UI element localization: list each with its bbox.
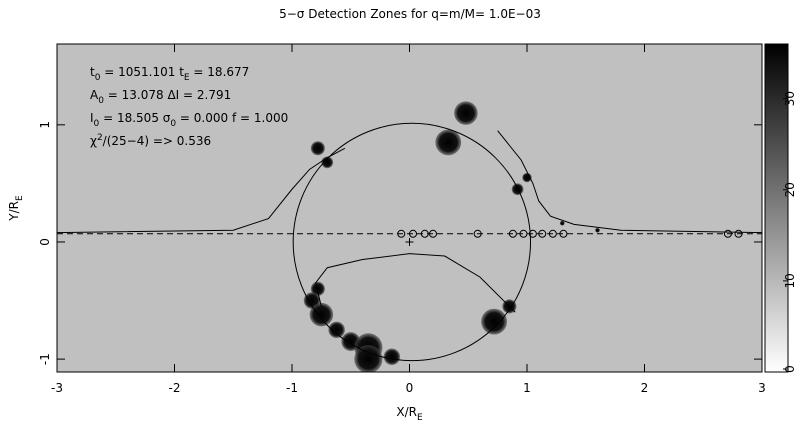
data-point bbox=[559, 229, 568, 238]
y-axis-label-text: Y/R bbox=[7, 201, 21, 222]
x-axis-label: X/RE bbox=[396, 405, 423, 423]
annotation-sub: 0 bbox=[94, 119, 100, 129]
x-tick-label: -3 bbox=[51, 381, 63, 395]
annotation: χ2/(25−4) => 0.536 bbox=[90, 133, 211, 148]
x-axis-label-sub: E bbox=[417, 413, 423, 423]
annotation: I0 = 18.505 σ0 = 0.000 f = 1.000 bbox=[90, 111, 288, 129]
colorbar bbox=[764, 43, 789, 373]
annotation-sub: 0 bbox=[98, 96, 104, 106]
data-point bbox=[429, 229, 437, 238]
detection-zone bbox=[522, 172, 532, 183]
annotation-text: I bbox=[90, 111, 94, 125]
image-track bbox=[314, 253, 516, 313]
x-tick-label: -2 bbox=[169, 381, 181, 395]
x-tick-label: -1 bbox=[286, 381, 298, 395]
detection-zone bbox=[328, 321, 345, 339]
data-point bbox=[548, 229, 557, 238]
annotation-text: = 13.078 ΔI = 2.791 bbox=[104, 88, 231, 102]
einstein-ring bbox=[292, 122, 532, 362]
y-axis-label-sub: E bbox=[15, 195, 25, 201]
annotation-text: = 1051.101 t bbox=[100, 65, 184, 79]
annotation-text: = 18.505 σ bbox=[99, 111, 170, 125]
data-point bbox=[519, 229, 528, 238]
annotation-text: χ bbox=[90, 134, 97, 148]
annotation-text: = 0.000 f = 1.000 bbox=[176, 111, 288, 125]
annotation-sub: 0 bbox=[95, 73, 101, 83]
data-point bbox=[508, 229, 517, 238]
colorbar-tick-label: 20 bbox=[783, 182, 797, 197]
data-point bbox=[397, 229, 406, 238]
detection-zone bbox=[559, 220, 565, 226]
data-point bbox=[420, 229, 429, 238]
detection-zone bbox=[595, 227, 600, 233]
detection-zone bbox=[435, 129, 462, 156]
annotation-text: /(25−4) => 0.536 bbox=[103, 134, 211, 148]
detection-zone bbox=[310, 281, 325, 296]
chart-title: 5−σ Detection Zones for q=m/M= 1.0E−03 bbox=[279, 7, 541, 21]
x-tick-label: 2 bbox=[641, 381, 649, 395]
plot-background bbox=[57, 44, 762, 372]
lens-marker bbox=[405, 237, 414, 246]
colorbar-tick-label: 30 bbox=[783, 91, 797, 106]
x-tick-label: 3 bbox=[758, 381, 766, 395]
annotation: A0 = 13.078 ΔI = 2.791 bbox=[90, 88, 231, 106]
detection-zone bbox=[454, 101, 478, 125]
annotation-text: t bbox=[90, 65, 95, 79]
x-axis-label-text: X/R bbox=[396, 405, 417, 419]
detection-zone bbox=[309, 302, 334, 327]
y-axis-label: Y/RE bbox=[7, 195, 25, 222]
detection-zone bbox=[310, 141, 325, 156]
y-tick-label: -1 bbox=[38, 353, 52, 365]
annotation-sup: 2 bbox=[97, 133, 103, 143]
image-track bbox=[497, 130, 762, 234]
x-tick-label: 0 bbox=[406, 381, 414, 395]
data-point bbox=[528, 229, 537, 238]
data-point bbox=[473, 229, 482, 238]
data-point bbox=[538, 229, 547, 238]
x-tick-label: 1 bbox=[523, 381, 531, 395]
detection-zone bbox=[481, 308, 508, 335]
colorbar-tick-label: 10 bbox=[783, 273, 797, 288]
detection-zone bbox=[383, 348, 401, 365]
colorbar-tick-label: 0 bbox=[783, 365, 797, 373]
annotation-text: A bbox=[90, 88, 99, 102]
y-tick-label: 1 bbox=[38, 121, 52, 129]
image-track bbox=[57, 147, 346, 234]
annotation: t0 = 1051.101 tE = 18.677 bbox=[90, 65, 249, 83]
detection-zone bbox=[511, 183, 524, 196]
plot-area bbox=[57, 101, 762, 372]
data-point bbox=[723, 229, 732, 238]
annotation-text: = 18.677 bbox=[190, 65, 250, 79]
data-point bbox=[409, 229, 418, 238]
detection-zone bbox=[354, 345, 383, 372]
annotation-sub: 0 bbox=[170, 119, 176, 129]
annotation-sub: E bbox=[184, 73, 190, 83]
data-point bbox=[734, 229, 743, 238]
y-tick-label: 0 bbox=[38, 238, 52, 246]
